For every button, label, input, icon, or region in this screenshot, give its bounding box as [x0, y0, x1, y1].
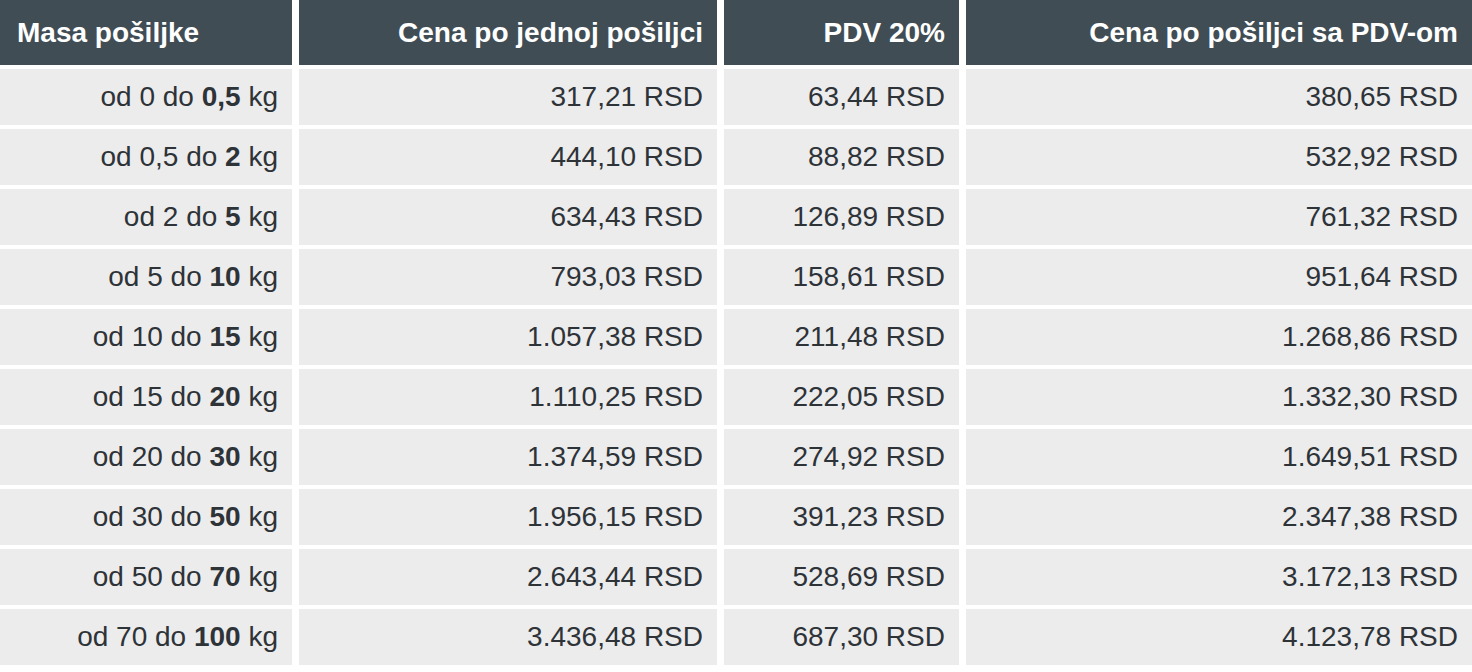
mass-range-cell: od 70 do 100 kg	[0, 609, 292, 665]
vat-cell: 63,44 RSD	[724, 69, 959, 125]
price-cell: 634,43 RSD	[299, 189, 717, 245]
shipping-price-table: Masa pošiljke Cena po jednoj pošiljci PD…	[0, 0, 1472, 672]
mass-range-cell: od 30 do 50 kg	[0, 489, 292, 545]
price-cell: 2.643,44 RSD	[299, 549, 717, 605]
mass-range-text: od 0 do 0,5 kg	[101, 81, 279, 113]
mass-range-cell: od 2 do 5 kg	[0, 189, 292, 245]
mass-range-text: od 50 do 70 kg	[93, 561, 278, 593]
mass-range-text: od 30 do 50 kg	[93, 501, 278, 533]
vat-cell: 274,92 RSD	[724, 429, 959, 485]
mass-range-cell: od 15 do 20 kg	[0, 369, 292, 425]
price-cell: 3.436,48 RSD	[299, 609, 717, 665]
price-cell: 1.956,15 RSD	[299, 489, 717, 545]
price-with-vat-cell: 761,32 RSD	[966, 189, 1472, 245]
price-with-vat-cell: 951,64 RSD	[966, 249, 1472, 305]
mass-range-cell: od 5 do 10 kg	[0, 249, 292, 305]
price-with-vat-cell: 2.347,38 RSD	[966, 489, 1472, 545]
vat-cell: 158,61 RSD	[724, 249, 959, 305]
mass-range-text: od 15 do 20 kg	[93, 381, 278, 413]
header-cell-price-per-shipment: Cena po jednoj pošiljci	[299, 0, 717, 65]
header-cell-mass: Masa pošiljke	[0, 0, 292, 65]
mass-range-text: od 0,5 do 2 kg	[101, 141, 279, 173]
price-cell: 1.110,25 RSD	[299, 369, 717, 425]
header-cell-vat: PDV 20%	[724, 0, 959, 65]
price-with-vat-cell: 1.332,30 RSD	[966, 369, 1472, 425]
mass-range-text: od 5 do 10 kg	[108, 261, 278, 293]
price-with-vat-cell: 3.172,13 RSD	[966, 549, 1472, 605]
price-with-vat-cell: 1.649,51 RSD	[966, 429, 1472, 485]
vat-cell: 126,89 RSD	[724, 189, 959, 245]
vat-cell: 528,69 RSD	[724, 549, 959, 605]
vat-cell: 88,82 RSD	[724, 129, 959, 185]
header-cell-price-with-vat: Cena po pošiljci sa PDV-om	[966, 0, 1472, 65]
mass-range-cell: od 10 do 15 kg	[0, 309, 292, 365]
mass-range-text: od 70 do 100 kg	[77, 621, 278, 653]
price-with-vat-cell: 1.268,86 RSD	[966, 309, 1472, 365]
mass-range-text: od 20 do 30 kg	[93, 441, 278, 473]
vat-cell: 391,23 RSD	[724, 489, 959, 545]
vat-cell: 222,05 RSD	[724, 369, 959, 425]
price-cell: 444,10 RSD	[299, 129, 717, 185]
vat-cell: 211,48 RSD	[724, 309, 959, 365]
price-with-vat-cell: 4.123,78 RSD	[966, 609, 1472, 665]
price-cell: 1.374,59 RSD	[299, 429, 717, 485]
mass-range-cell: od 20 do 30 kg	[0, 429, 292, 485]
price-cell: 1.057,38 RSD	[299, 309, 717, 365]
mass-range-cell: od 50 do 70 kg	[0, 549, 292, 605]
price-with-vat-cell: 532,92 RSD	[966, 129, 1472, 185]
mass-range-cell: od 0,5 do 2 kg	[0, 129, 292, 185]
vat-cell: 687,30 RSD	[724, 609, 959, 665]
mass-range-cell: od 0 do 0,5 kg	[0, 69, 292, 125]
price-table-grid: Masa pošiljke Cena po jednoj pošiljci PD…	[0, 0, 1472, 665]
price-cell: 793,03 RSD	[299, 249, 717, 305]
mass-range-text: od 10 do 15 kg	[93, 321, 278, 353]
mass-range-text: od 2 do 5 kg	[124, 201, 278, 233]
price-cell: 317,21 RSD	[299, 69, 717, 125]
price-with-vat-cell: 380,65 RSD	[966, 69, 1472, 125]
